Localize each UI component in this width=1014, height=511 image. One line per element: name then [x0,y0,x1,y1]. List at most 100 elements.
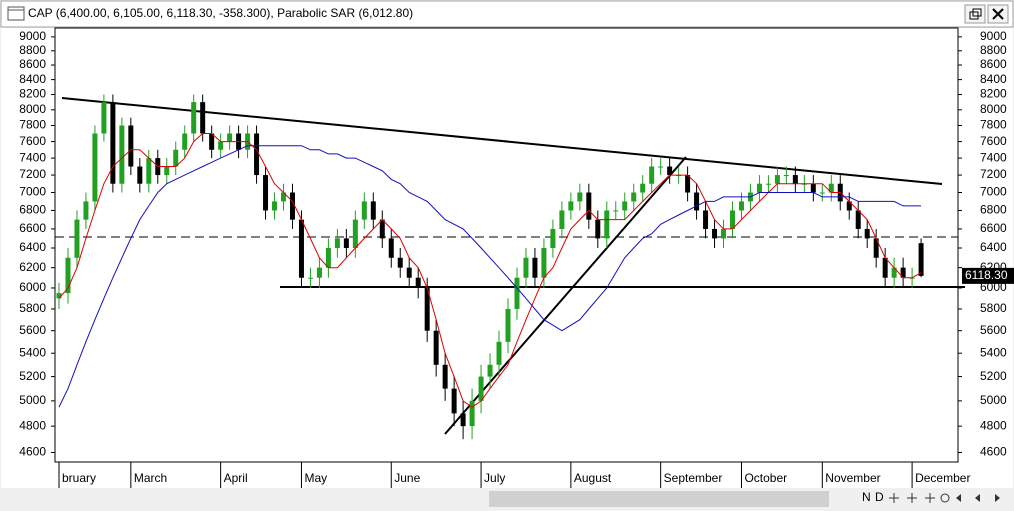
marks: 4600 4600 4800 4800 5000 5000 5200 5200 5400 5400… [19,29,1014,488]
indicator-line [58,145,922,408]
candle-body [110,102,116,184]
candle-body [361,201,367,220]
candle-body [541,248,547,278]
restore-button[interactable] [964,4,986,24]
candle-body [334,238,340,249]
y-tick-label: 6200 [19,260,46,274]
candle-body [101,102,107,134]
candle-body [298,219,304,278]
candle-body [756,183,762,193]
candle-body [191,102,197,134]
toolbar-button[interactable]: N [862,490,871,504]
candle-body [703,210,709,229]
candle-body [855,210,861,229]
y-tick-label: 8800 [19,43,46,57]
candle-body [415,277,421,288]
candle-body [460,413,466,427]
candle-body [65,257,71,294]
y-tick-label: 8800 [980,43,1007,57]
y-tick-label: 8600 [980,57,1007,71]
candle-body [74,219,80,258]
y-tick-label: 5600 [980,323,1007,337]
candle-body [83,201,89,220]
y-tick-label: 5200 [19,369,46,383]
restore-icon[interactable] [972,8,982,17]
candle-body [254,133,260,176]
y-tick-label: 8000 [980,102,1007,116]
x-tick-label: July [484,471,505,485]
y-tick-label: 8200 [19,87,46,101]
y-tick-label: 5400 [980,345,1007,359]
zoom-buttons[interactable] [889,493,935,503]
uptrend-line [444,156,687,435]
y-tick-label: 5800 [980,301,1007,315]
nav-arrows[interactable] [956,494,1000,502]
candle-body [604,210,610,239]
y-tick-label: 8200 [980,87,1007,101]
candle-body [900,267,906,278]
plot-frame [54,27,959,463]
candle-body [532,257,538,278]
y-tick-label: 9000 [19,29,46,43]
candle-body [352,219,358,249]
candle-body [667,166,673,176]
candle-body [631,192,637,202]
candle-body [505,308,511,342]
candle-body [469,400,475,427]
y-tick-label: 7000 [980,185,1007,199]
close-button[interactable] [987,4,1009,24]
scrollbar-thumb[interactable] [489,491,829,507]
y-tick-label: 8400 [980,72,1007,86]
toolbar-circle[interactable] [940,493,950,503]
y-tick-label: 6600 [980,221,1007,235]
y-tick-label: 5800 [19,301,46,315]
candle-body [685,175,691,193]
candle-body [307,277,313,279]
y-tick-label: 5000 [19,393,46,407]
candle-body [846,201,852,211]
restore-box[interactable] [964,4,986,24]
title-bar [0,0,1014,28]
candle-body [289,192,295,220]
candle-body [864,228,870,239]
candle-body [909,277,915,279]
x-tick-label: August [574,471,612,485]
candle-body [730,210,735,229]
window-title: CAP (6,400.00, 6,105.00, 6,118.30, -358.… [28,6,413,20]
x-tick-label: April [224,471,248,485]
candle-body [137,166,143,184]
candle-body [200,102,206,134]
candle-body [173,149,179,167]
x-tick-label: bruary [62,471,96,485]
x-tick-label: September [664,471,723,485]
candle-body [649,166,655,184]
candle-body [595,219,601,239]
x-tick-label: November [825,471,880,485]
candle-body [478,376,484,401]
indicator-line [58,133,922,408]
y-tick-label: 8000 [19,102,46,116]
candle-body [801,183,807,185]
candle-body [263,175,269,211]
candle-body [119,125,125,184]
toolbar-button[interactable]: D [875,490,884,504]
candle-body [325,248,331,268]
candle-body [774,175,780,184]
candle-body [550,228,556,249]
y-tick-label: 4600 [19,445,46,459]
candle-body [92,133,98,202]
candle-body [577,192,583,202]
x-tick-label: March [134,471,167,485]
y-tick-label: 6000 [19,280,46,294]
candle-body [721,228,727,239]
close-icon[interactable] [992,8,1004,20]
y-tick-label: 7400 [19,150,46,164]
y-tick-label: 7400 [980,150,1007,164]
candle-body [227,133,233,142]
candle-body [424,287,430,331]
candle-body [819,192,825,194]
y-tick-label: 6400 [980,240,1007,254]
candle-body [343,238,349,249]
y-tick-label: 7200 [19,167,46,181]
